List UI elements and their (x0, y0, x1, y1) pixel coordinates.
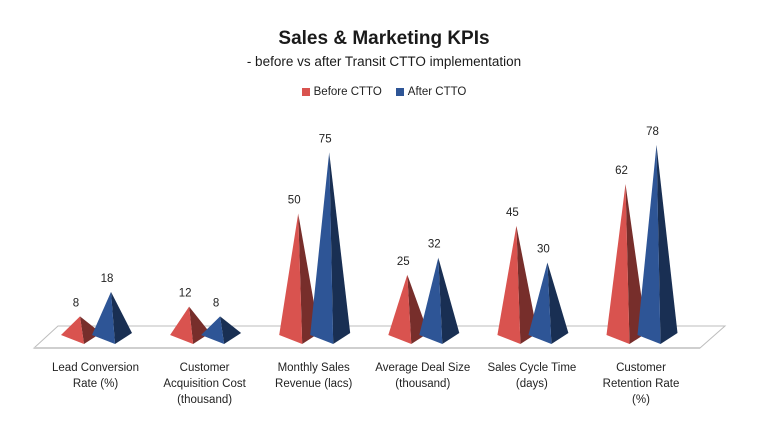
category-label-line: Customer (616, 362, 666, 374)
chart-subtitle: - before vs after Transit CTTO implement… (246, 54, 522, 69)
value-label-before-cat1: 12 (179, 288, 192, 300)
category-label-line: (thousand) (395, 378, 450, 390)
category-label-4: Sales Cycle Time (days) (487, 362, 576, 390)
value-label-before-cat5: 62 (615, 165, 628, 177)
bar-side-after-cat4 (547, 262, 569, 344)
legend-item-before: Before CTTO (301, 86, 382, 98)
category-label-line: Customer (180, 362, 230, 374)
value-label-after-cat3: 32 (428, 239, 441, 251)
category-label-line: Rate (%) (73, 378, 119, 390)
category-label-line: Retention Rate (603, 378, 680, 390)
category-label-line: (thousand) (177, 394, 232, 406)
bar-before-cat0 (61, 316, 84, 344)
bar-before-cat4 (497, 225, 521, 344)
bar-after-cat4 (528, 262, 552, 344)
bar-side-after-cat2 (329, 152, 351, 344)
bar-after-cat2 (310, 152, 334, 344)
value-label-after-cat0: 18 (101, 273, 114, 285)
value-label-after-cat2: 75 (319, 133, 332, 145)
bar-before-cat2 (279, 213, 303, 344)
bar-after-cat3 (419, 257, 443, 344)
value-label-before-cat4: 45 (506, 207, 519, 219)
category-label-line: Monthly Sales (278, 362, 350, 374)
bar-side-after-cat1 (220, 316, 242, 344)
bar-side-before-cat0 (80, 316, 101, 344)
bar-side-before-cat4 (516, 225, 538, 344)
category-label-line: (%) (632, 394, 650, 406)
bar-after-cat1 (201, 316, 225, 344)
bar-before-cat3 (388, 274, 412, 344)
category-label-line: Revenue (lacs) (275, 378, 353, 390)
bar-side-after-cat5 (656, 144, 678, 344)
value-label-after-cat4: 30 (537, 244, 550, 256)
category-label-0: Lead Conversion Rate (%) (52, 362, 139, 390)
bar-after-cat0 (92, 291, 115, 344)
category-label-1: Customer Acquisition Cost (thousand) (163, 362, 246, 406)
value-label-before-cat2: 50 (288, 195, 301, 207)
bar-before-cat5 (606, 184, 630, 344)
legend-swatch-before (301, 88, 310, 96)
category-label-2: Monthly Sales Revenue (lacs) (275, 362, 353, 390)
legend-item-after: After CTTO (395, 86, 467, 98)
bar-after-cat5 (637, 144, 661, 344)
category-label-3: Average Deal Size (thousand) (375, 362, 470, 390)
category-label-line: Sales Cycle Time (487, 362, 576, 374)
legend-label-after: After CTTO (407, 86, 467, 98)
chart-title: Sales & Marketing KPIs (278, 28, 490, 49)
category-label-line: Lead Conversion (52, 362, 139, 374)
legend-swatch-after (395, 88, 404, 96)
value-label-after-cat1: 8 (213, 297, 219, 309)
category-label-5: Customer Retention Rate (%) (603, 362, 680, 406)
value-label-after-cat5: 78 (646, 126, 659, 138)
category-label-line: Acquisition Cost (163, 378, 246, 390)
legend: Before CTTO After CTTO (0, 86, 768, 98)
bar-before-cat1 (170, 306, 194, 344)
bar-side-after-cat3 (438, 257, 460, 344)
value-label-before-cat3: 25 (397, 256, 410, 268)
bar-side-after-cat0 (111, 291, 132, 344)
category-label-line: Average Deal Size (375, 362, 470, 374)
category-label-line: (days) (516, 378, 548, 390)
legend-label-before: Before CTTO (313, 86, 382, 98)
value-label-before-cat0: 8 (73, 297, 79, 309)
